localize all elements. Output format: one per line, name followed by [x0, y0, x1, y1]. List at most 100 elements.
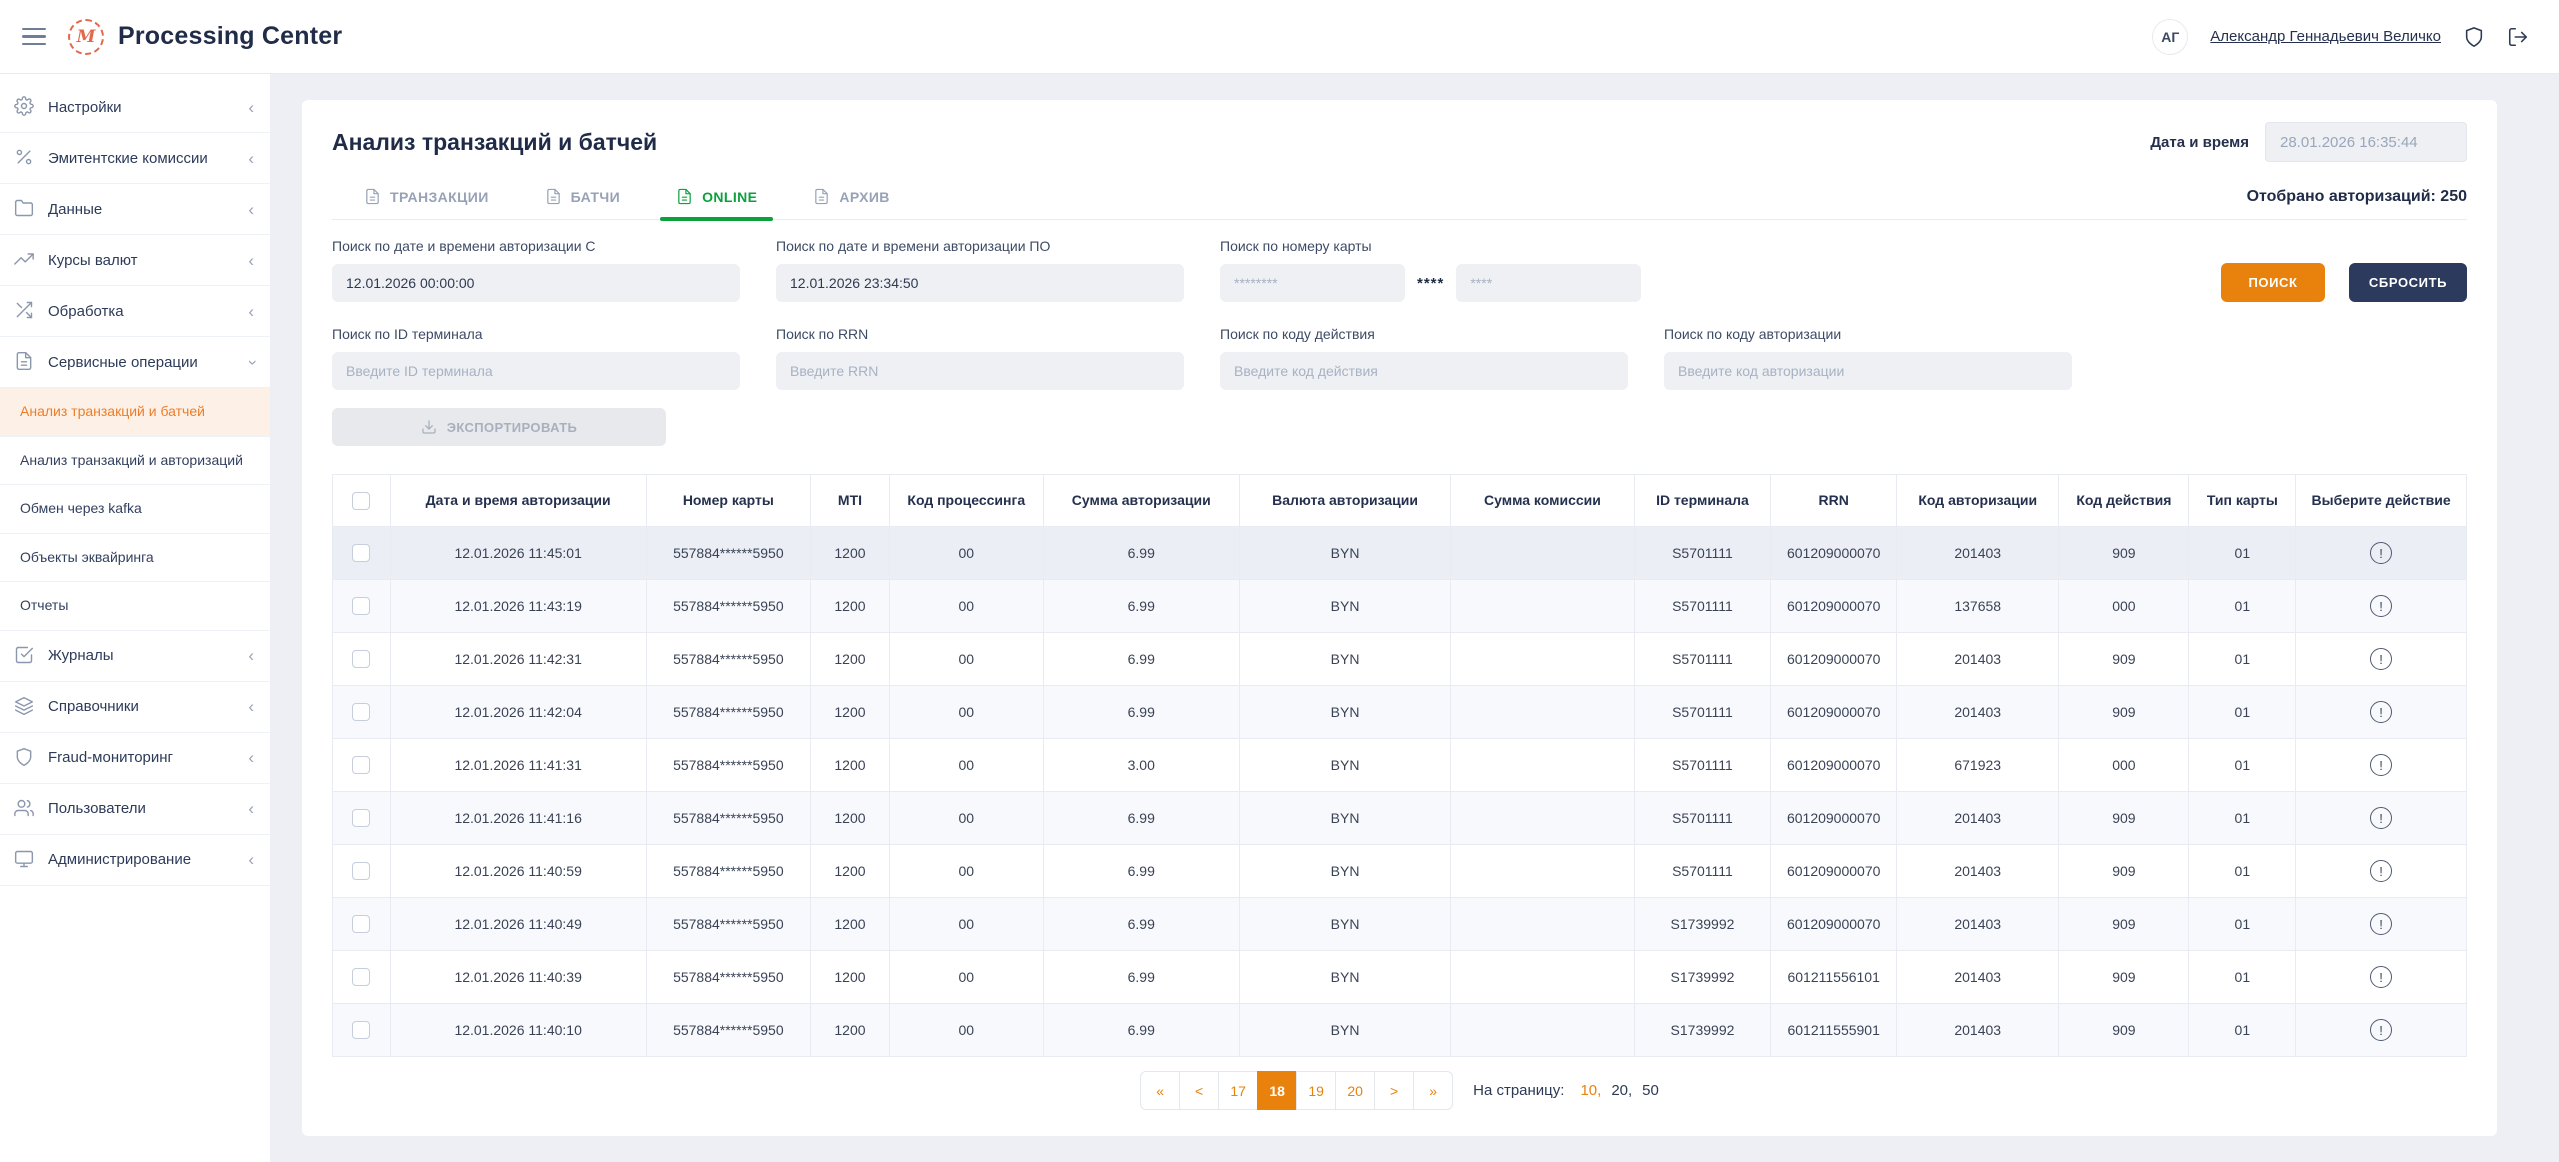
tab-транзакции[interactable]: ТРАНЗАКЦИИ: [364, 188, 489, 219]
table-cell: 00: [888, 950, 1044, 1004]
page-button[interactable]: <: [1179, 1071, 1220, 1110]
table-cell: S5701111: [1633, 791, 1772, 845]
table-cell: 1200: [810, 950, 890, 1004]
table-cell: 557884******5950: [645, 579, 812, 633]
table-row: 12.01.2026 11:40:39 557884******5950 1200 0…: [332, 950, 2467, 1004]
table-cell: 01: [2188, 897, 2297, 951]
page-button[interactable]: «: [1140, 1071, 1181, 1110]
table-cell: 6.99: [1042, 897, 1240, 951]
row-checkbox[interactable]: [352, 968, 371, 987]
table-cell: [1450, 950, 1635, 1004]
table-row: 12.01.2026 11:43:19 557884******5950 1200 0…: [332, 579, 2467, 633]
info-icon[interactable]: !: [2370, 542, 2393, 564]
table-cell: S5701111: [1633, 738, 1772, 792]
filter-input[interactable]: [776, 352, 1184, 390]
row-checkbox[interactable]: [352, 703, 371, 722]
sidebar-item[interactable]: Справочники ‹: [0, 682, 270, 733]
reset-button[interactable]: СБРОСИТЬ: [2349, 263, 2467, 302]
sidebar-item[interactable]: Fraud-мониторинг ‹: [0, 733, 270, 784]
row-checkbox[interactable]: [352, 809, 371, 828]
page-button[interactable]: 17: [1218, 1071, 1259, 1110]
tab-online[interactable]: ONLINE: [660, 188, 774, 221]
sidebar-item[interactable]: Эмитентские комиссии ‹: [0, 133, 270, 184]
table-cell: S5701111: [1633, 526, 1772, 580]
sidebar-subitem[interactable]: Объекты эквайринга: [0, 534, 270, 583]
info-icon[interactable]: !: [2370, 754, 2393, 776]
export-button[interactable]: ЭКСПОРТИРОВАТЬ: [332, 408, 666, 446]
filter-input[interactable]: [1220, 352, 1628, 390]
select-all-checkbox[interactable]: [352, 491, 371, 510]
row-checkbox[interactable]: [352, 650, 371, 669]
sidebar-item[interactable]: Сервисные операции ‹: [0, 337, 270, 388]
table-cell: [1450, 1003, 1635, 1057]
table-cell: 6.99: [1042, 526, 1240, 580]
row-checkbox[interactable]: [352, 862, 371, 881]
logout-icon[interactable]: [2507, 26, 2529, 48]
sidebar-item[interactable]: Курсы валют ‹: [0, 235, 270, 286]
table-cell: 909: [2058, 950, 2190, 1004]
info-icon[interactable]: !: [2370, 913, 2393, 935]
search-button[interactable]: ПОИСК: [2221, 263, 2325, 302]
info-icon[interactable]: !: [2370, 1019, 2393, 1041]
sidebar-item[interactable]: Данные ‹: [0, 184, 270, 235]
table-cell: 1200: [810, 738, 890, 792]
info-icon[interactable]: !: [2370, 807, 2393, 829]
chevron-left-icon: ‹: [248, 250, 254, 270]
menu-icon[interactable]: [22, 27, 46, 46]
table-cell: 201403: [1896, 897, 2060, 951]
sidebar-subitem[interactable]: Обмен через kafka: [0, 485, 270, 534]
row-checkbox[interactable]: [352, 544, 371, 563]
info-icon[interactable]: !: [2370, 860, 2393, 882]
sidebar-subitem[interactable]: Отчеты: [0, 582, 270, 631]
shield-icon[interactable]: [2463, 26, 2485, 48]
datetime-input[interactable]: [2265, 122, 2467, 162]
filter-input[interactable]: [1664, 352, 2072, 390]
filter-input[interactable]: [332, 352, 740, 390]
page-button[interactable]: »: [1413, 1071, 1454, 1110]
table-cell: 909: [2058, 526, 2190, 580]
user-name-link[interactable]: Александр Геннадьевич Величко: [2210, 28, 2441, 45]
row-checkbox[interactable]: [352, 597, 371, 616]
table-cell: S1739992: [1633, 897, 1772, 951]
column-header: Сумма комиссии: [1450, 474, 1635, 527]
row-action-cell: !: [2295, 632, 2467, 686]
tab-архив[interactable]: АРХИВ: [813, 188, 889, 219]
main-content: Анализ транзакций и батчей Дата и время …: [270, 74, 2559, 1162]
row-checkbox[interactable]: [352, 1021, 371, 1040]
table-cell: 01: [2188, 685, 2297, 739]
per-page-option[interactable]: 50: [1642, 1082, 1659, 1099]
info-icon[interactable]: !: [2370, 966, 2393, 988]
page-button[interactable]: 19: [1296, 1071, 1337, 1110]
table-cell: 01: [2188, 791, 2297, 845]
row-checkbox[interactable]: [352, 756, 371, 775]
chevron-left-icon: ‹: [248, 646, 254, 666]
info-icon[interactable]: !: [2370, 648, 2393, 670]
sidebar-subitem[interactable]: Анализ транзакций и авторизаций: [0, 437, 270, 486]
page-button[interactable]: >: [1374, 1071, 1415, 1110]
table-cell: BYN: [1238, 791, 1452, 845]
sidebar-item[interactable]: Администрирование ‹: [0, 835, 270, 886]
tab-label: БАТЧИ: [570, 188, 621, 205]
sidebar-item[interactable]: Пользователи ‹: [0, 784, 270, 835]
per-page-option[interactable]: 20,: [1611, 1082, 1633, 1099]
sidebar-item[interactable]: Настройки ‹: [0, 82, 270, 133]
tab-батчи[interactable]: БАТЧИ: [545, 188, 620, 219]
per-page-options: 10, 20, 50: [1574, 1082, 1658, 1099]
sidebar-item[interactable]: Обработка ‹: [0, 286, 270, 337]
filter-input[interactable]: [776, 264, 1184, 302]
card-tail-input[interactable]: [1456, 264, 1642, 302]
info-icon[interactable]: !: [2370, 701, 2393, 723]
table-cell: BYN: [1238, 632, 1452, 686]
row-checkbox[interactable]: [352, 915, 371, 934]
page-button[interactable]: 18: [1257, 1071, 1298, 1110]
card-pan-input[interactable]: [1220, 264, 1405, 302]
per-page-option[interactable]: 10,: [1580, 1082, 1602, 1099]
export-button-label: ЭКСПОРТИРОВАТЬ: [446, 419, 578, 435]
sidebar-subitem[interactable]: Анализ транзакций и батчей: [0, 388, 270, 437]
users-icon: [14, 798, 36, 820]
sidebar-item[interactable]: Журналы ‹: [0, 631, 270, 682]
page-button[interactable]: 20: [1335, 1071, 1376, 1110]
info-icon[interactable]: !: [2370, 595, 2393, 617]
table-cell: [1450, 579, 1635, 633]
filter-input[interactable]: [332, 264, 740, 302]
